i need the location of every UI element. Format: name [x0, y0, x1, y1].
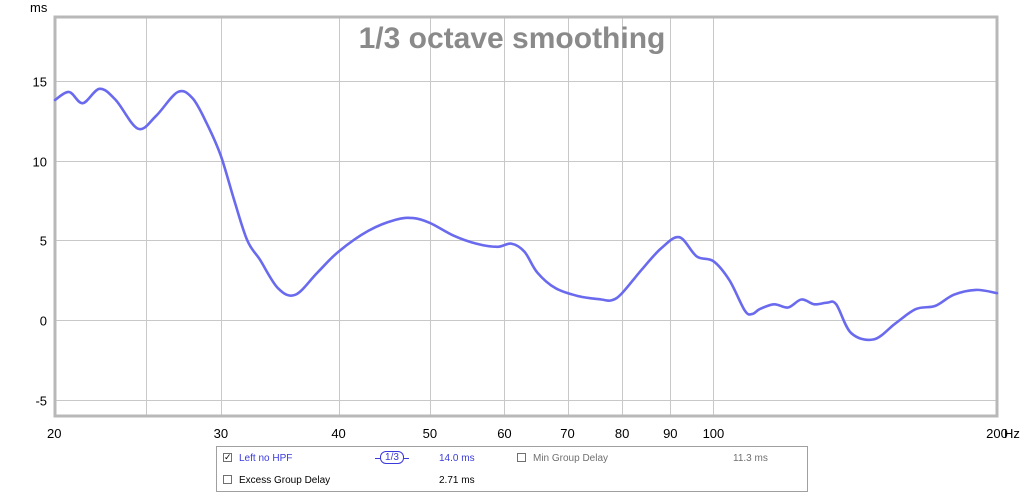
legend-series-name[interactable]: Left no HPF [239, 453, 293, 464]
left-no-hpf-checkbox[interactable]: ✓ [223, 452, 232, 462]
x-tick-label: 20 [47, 426, 61, 441]
plot-area [55, 17, 997, 416]
legend-series-value: 14.0 ms [439, 453, 475, 464]
min-group-delay-checkbox[interactable] [517, 453, 526, 462]
y-tick-label: 15 [33, 75, 47, 90]
x-axis-unit: Hz [1004, 426, 1020, 441]
y-tick-label: 5 [40, 234, 47, 249]
y-axis-unit: ms [30, 0, 48, 15]
min-group-delay-label[interactable]: Min Group Delay [533, 453, 609, 464]
x-tick-label: 50 [423, 426, 437, 441]
x-tick-label: 90 [663, 426, 677, 441]
x-tick-label: 80 [615, 426, 629, 441]
x-tick-label: 30 [214, 426, 228, 441]
excess-group-delay-label[interactable]: Excess Group Delay [239, 475, 331, 486]
x-tick-label: 100 [703, 426, 725, 441]
x-tick-labels: 20 30 40 50 60 70 80 90 100 200 [47, 426, 1008, 441]
min-group-delay-value: 11.3 ms [733, 453, 768, 464]
y-tick-label: 10 [33, 155, 47, 170]
plot-frame [53, 15, 999, 418]
legend-panel: ✓ Left no HPF 1/3 14.0 ms Min Group Dela… [216, 446, 808, 492]
excess-group-delay-checkbox[interactable] [223, 475, 232, 484]
y-tick-label: -5 [35, 394, 47, 409]
group-delay-chart: 1/3 octave smoothing ms Hz 20 30 40 50 60 70 8… [30, 0, 1020, 441]
smoothing-label: 1/3 [380, 451, 404, 464]
x-tick-label: 60 [497, 426, 511, 441]
smoothing-badge[interactable]: 1/3 [375, 451, 409, 465]
series-line-left-no-hpf [53, 87, 999, 342]
y-tick-labels: -5 0 5 10 15 [33, 75, 47, 409]
y-tick-label: 0 [40, 314, 47, 329]
y-grid [55, 81, 997, 401]
x-tick-label: 70 [560, 426, 574, 441]
x-grid [146, 17, 714, 416]
x-tick-label: 200 [986, 426, 1008, 441]
chart-title: 1/3 octave smoothing [359, 22, 666, 55]
excess-group-delay-value: 2.71 ms [439, 475, 475, 486]
x-tick-label: 40 [331, 426, 345, 441]
